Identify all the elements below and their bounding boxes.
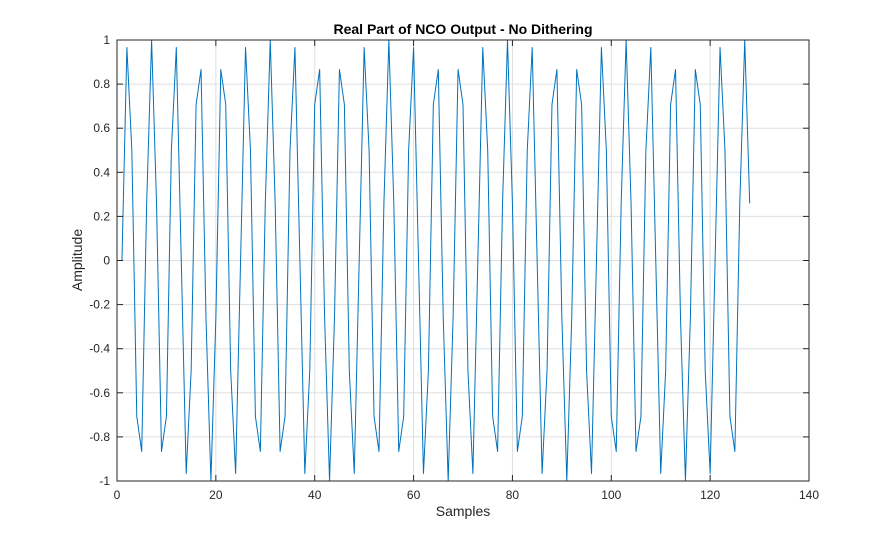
y-tick-label: 0.2 (93, 209, 110, 223)
x-tick-label: 20 (209, 488, 223, 502)
series-line-0 (121, 39, 751, 482)
x-tick-label: 140 (799, 488, 819, 502)
x-tick-label: 40 (308, 488, 322, 502)
y-axis-label: Amplitude (69, 229, 85, 291)
y-tick-label: -0.6 (89, 386, 110, 400)
x-axis-label: Samples (436, 503, 490, 519)
y-tick-label: 0.8 (93, 77, 110, 91)
x-tick-label: 0 (114, 488, 121, 502)
y-ticks: -1 -0.8 -0.6 -0.4 -0.2 0 0.2 0.4 0.6 0.8 1 (89, 33, 809, 488)
y-tick-label: -0.4 (89, 342, 110, 356)
series-layer (121, 39, 751, 482)
y-tick-label: -0.2 (89, 298, 110, 312)
y-tick-label: 0.6 (93, 121, 110, 135)
y-tick-label: -1 (99, 474, 110, 488)
x-tick-label: 100 (601, 488, 621, 502)
chart-title: Real Part of NCO Output - No Dithering (334, 21, 593, 37)
y-gridlines (117, 83, 809, 438)
x-tick-label: 80 (506, 488, 520, 502)
x-ticks: 0 20 40 60 80 100 120 140 (114, 40, 819, 502)
x-tick-label: 120 (700, 488, 720, 502)
y-tick-label: 0.4 (93, 165, 110, 179)
y-tick-label: 0 (103, 254, 110, 268)
y-tick-label: 1 (103, 33, 110, 47)
x-tick-label: 60 (407, 488, 421, 502)
y-tick-label: -0.8 (89, 430, 110, 444)
